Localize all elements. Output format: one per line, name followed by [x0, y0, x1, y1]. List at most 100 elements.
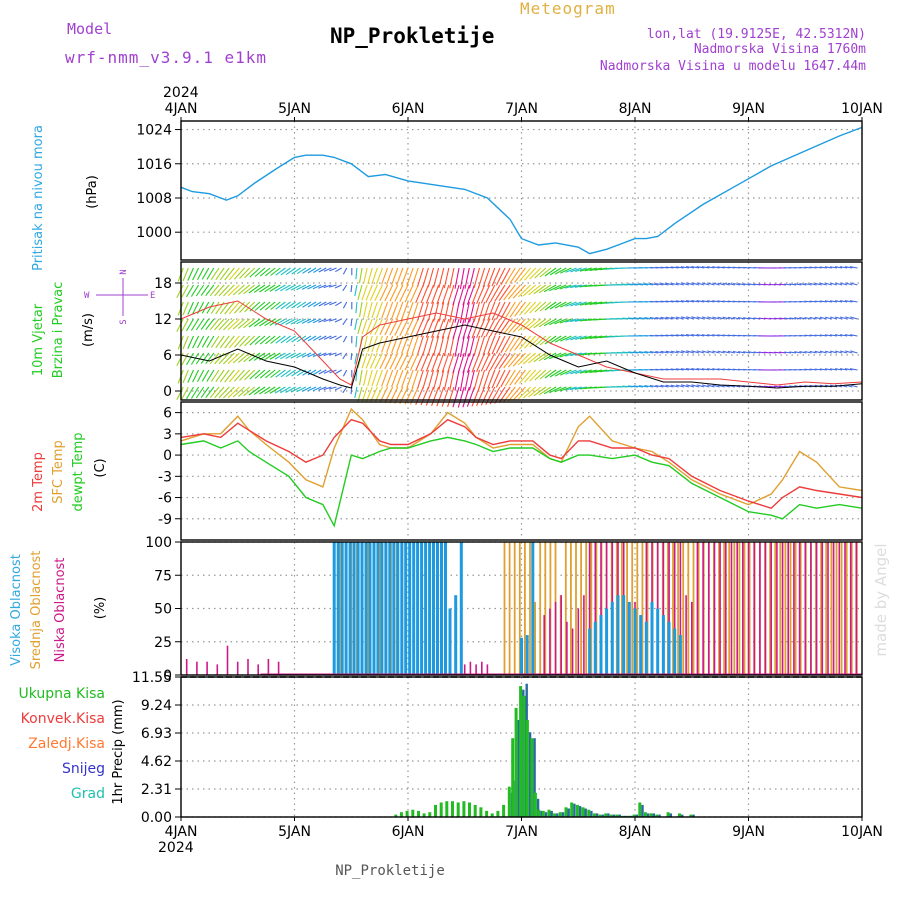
wind-arrow — [478, 369, 486, 390]
precip-bar-total — [434, 804, 437, 817]
wind-arrow — [471, 386, 481, 407]
wind-ylabel: 10m Vjetar — [31, 303, 46, 376]
wind-arrow — [560, 267, 572, 274]
wind-arrow — [215, 369, 225, 383]
cloud-bar-mid — [524, 542, 526, 675]
wind-arrow — [732, 350, 741, 354]
wind-arrow — [384, 318, 394, 336]
wind-arrow — [291, 301, 302, 309]
cloud-bar-mid — [835, 542, 838, 675]
wind-arrow — [799, 334, 807, 337]
wind-arrow — [517, 386, 531, 400]
wind-arrow — [363, 267, 368, 284]
wind-arrow — [589, 301, 603, 306]
wind-arrow — [849, 300, 858, 303]
wind-arrow — [491, 369, 501, 389]
wind-arrow — [482, 301, 491, 322]
wind-arrow — [691, 300, 700, 303]
wind-arrow — [401, 301, 409, 320]
wind-arrow — [489, 386, 501, 405]
wind-arrow — [223, 352, 235, 365]
cloud-bar-mid — [728, 542, 731, 675]
wind-arrow — [433, 335, 440, 356]
wind-arrow — [819, 266, 827, 269]
cloud-ylabel-mid: Srednja Oblacnost — [29, 551, 44, 670]
wind-arrow — [280, 335, 291, 344]
cloud-bar-mid — [667, 542, 669, 675]
wind-arrow — [533, 284, 547, 295]
wind-arrow — [187, 301, 194, 315]
cloud-bar-low — [543, 615, 545, 675]
precip-bar-snow — [607, 813, 610, 817]
wind-arrow — [476, 352, 486, 373]
cloud-bar-low — [600, 542, 602, 675]
wind-arrow — [533, 386, 547, 397]
wind-arrow — [415, 352, 424, 372]
wind-arrow — [814, 368, 822, 371]
wind-arrow — [824, 368, 833, 371]
wind-arrow — [190, 318, 200, 331]
cloud-bar-mid — [692, 542, 695, 675]
wind-arrow — [512, 352, 526, 367]
wind-arrow — [422, 267, 429, 287]
wind-arrow — [411, 267, 419, 287]
cloud-bar-mid — [799, 542, 802, 675]
cloud-bar-high — [520, 637, 523, 675]
precip-bar-total — [502, 804, 506, 817]
precip-panel: 0.00 2.31 4.62 6.93 9.24 11.55 — [132, 670, 863, 826]
cloud-bar-mid — [748, 542, 751, 675]
wind-arrow — [431, 352, 440, 372]
wind-arrow — [328, 318, 337, 322]
precip-bar-snow — [595, 813, 599, 817]
meteogram-title: Meteogram — [520, 0, 616, 18]
cloud-bar-mid — [646, 542, 649, 675]
wind-arrow — [665, 282, 674, 286]
cloud-bar-low — [827, 542, 829, 675]
wind-arrow — [665, 300, 674, 303]
wind-arrow — [570, 301, 582, 307]
wind-arrow — [509, 301, 521, 318]
wind-arrow — [239, 335, 251, 347]
wind-arrow — [544, 267, 557, 277]
ytick-label: 12 — [154, 312, 172, 328]
cloud-bar-low — [691, 601, 693, 675]
wind-arrow — [691, 316, 700, 320]
precip-bar-snow — [590, 810, 593, 817]
wind-arrow — [206, 335, 215, 348]
wind-arrow — [374, 284, 383, 301]
top-date-label: 10JAN — [841, 101, 883, 117]
wind-arrow — [471, 284, 481, 305]
wind-arrow — [779, 351, 787, 354]
wind-arrow — [452, 352, 460, 374]
wind-arrow — [769, 385, 776, 388]
bottom-date-label: 10JAN — [841, 824, 883, 840]
wind-arrow — [670, 384, 679, 388]
wind-arrow — [829, 368, 838, 371]
wind-arrow — [447, 386, 455, 408]
wind-arrow — [214, 386, 225, 399]
wind-arrow — [466, 318, 475, 339]
wind-arrow — [686, 266, 695, 269]
wind-arrow — [743, 317, 751, 320]
wind-arrow — [401, 335, 409, 354]
wind-arrow — [512, 284, 526, 299]
ytick-label: 0 — [163, 448, 172, 464]
wind-arrow — [814, 350, 822, 354]
compass-north: N — [119, 269, 129, 274]
wind-arrow — [844, 334, 853, 337]
wind-arrow — [210, 301, 220, 314]
wind-arrow — [819, 316, 827, 320]
cloud-bar-low — [776, 542, 778, 675]
wind-arrow — [195, 352, 205, 365]
wind-arrow — [307, 352, 317, 358]
wind-arrow — [350, 284, 353, 293]
wind-arrow — [244, 267, 256, 279]
wind-arrow — [665, 316, 674, 320]
cloud-bar-mid — [789, 542, 792, 675]
cloud-bar-high — [454, 595, 458, 675]
wind-arrow — [622, 317, 633, 320]
wind-arrow — [732, 316, 741, 320]
wind-arrow — [181, 318, 189, 332]
wind-arrow — [834, 368, 843, 371]
wind-arrow — [844, 368, 853, 371]
